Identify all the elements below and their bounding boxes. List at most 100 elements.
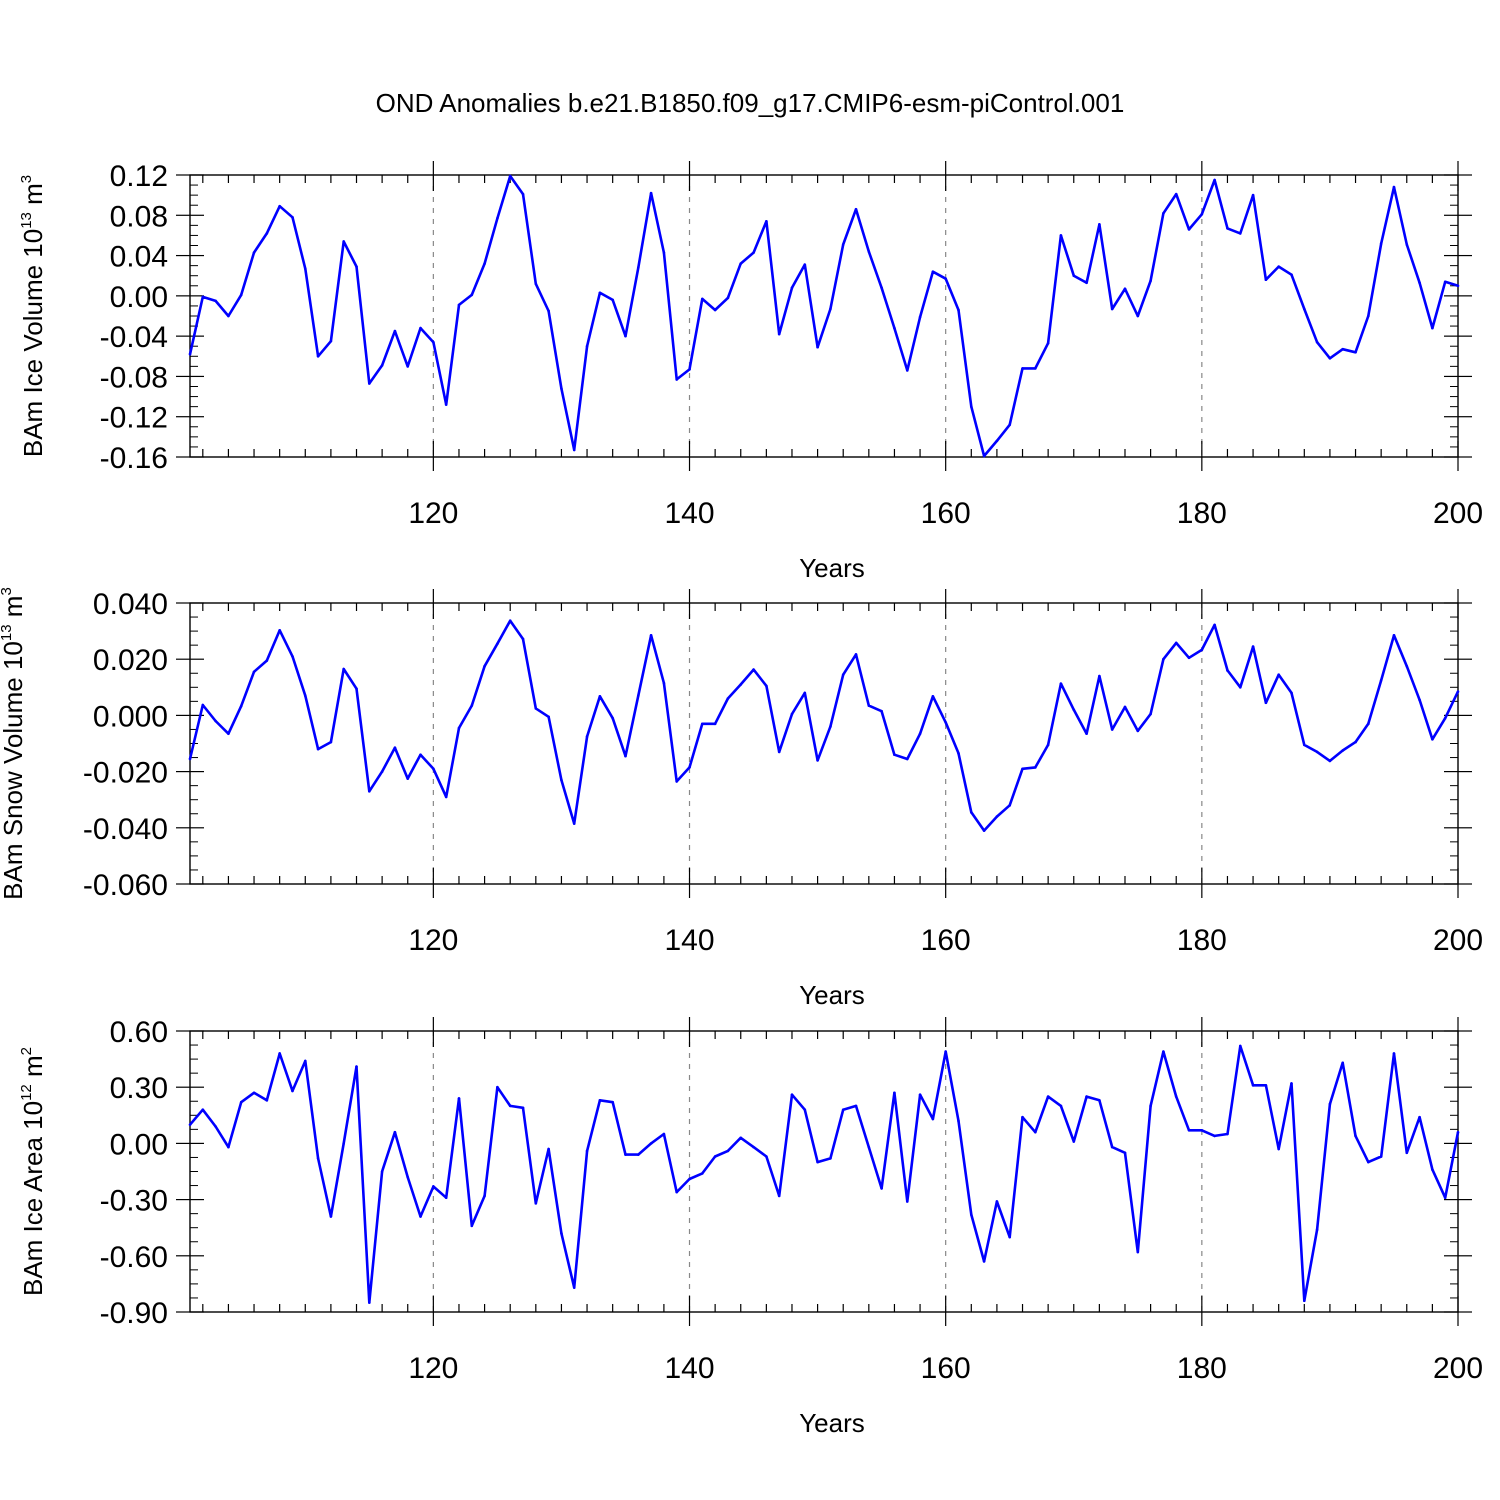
- y-tick-label: 0.020: [93, 644, 168, 677]
- data-point: [342, 1142, 345, 1145]
- data-point: [1200, 212, 1204, 216]
- data-point: [201, 295, 205, 299]
- data-point: [572, 448, 576, 452]
- data-point: [931, 1117, 935, 1121]
- data-point: [329, 740, 333, 744]
- data-point: [393, 1130, 397, 1134]
- data-point: [265, 1099, 269, 1102]
- data-point: [303, 1059, 307, 1063]
- data-point: [675, 780, 679, 783]
- data-point: [893, 753, 896, 757]
- data-point: [1290, 1082, 1293, 1085]
- panel-1: -0.16 -0.12 -0.08 -0.04 0.00 0.04 0.08 0.12 120 1…: [18, 160, 1483, 583]
- data-point: [790, 286, 794, 290]
- data-point: [393, 746, 397, 750]
- data-point: [521, 1106, 525, 1110]
- data-point: [329, 339, 333, 343]
- data-point: [1238, 232, 1242, 235]
- data-point: [560, 778, 563, 782]
- data-point: [342, 240, 345, 243]
- data-point: [547, 1147, 550, 1151]
- data-point: [1021, 767, 1024, 771]
- data-point: [675, 1190, 679, 1194]
- data-point: [944, 721, 947, 724]
- data-point: [931, 694, 935, 698]
- x-tick-label: 160: [921, 497, 971, 530]
- data-point: [1059, 234, 1063, 237]
- data-point: [1046, 1095, 1050, 1098]
- x-tick-label: 160: [921, 1352, 971, 1385]
- data-point: [611, 298, 614, 302]
- data-point: [1200, 648, 1204, 652]
- data-point: [1431, 737, 1434, 741]
- data-point: [649, 1142, 653, 1145]
- data-point: [1046, 743, 1050, 747]
- data-point: [278, 1052, 281, 1055]
- data-point: [1392, 634, 1396, 637]
- data-point: [419, 1215, 422, 1218]
- data-point: [1098, 223, 1101, 226]
- data-point: [355, 265, 358, 268]
- data-point: [432, 767, 435, 771]
- data-point: [585, 735, 589, 738]
- data-point: [355, 687, 358, 691]
- data-point: [790, 1093, 794, 1096]
- data-point: [867, 704, 871, 707]
- data-point: [598, 694, 602, 698]
- data-point: [1418, 1115, 1421, 1119]
- data-point: [201, 1108, 205, 1111]
- data-point: [1136, 1250, 1140, 1254]
- data-point: [547, 715, 550, 719]
- data-point: [1277, 1147, 1280, 1151]
- data-point: [1392, 1052, 1396, 1055]
- data-point: [1174, 1095, 1178, 1098]
- data-point: [867, 250, 871, 253]
- data-point: [1328, 759, 1332, 763]
- data-point: [316, 1157, 320, 1160]
- y-tick-label: -0.040: [83, 813, 168, 846]
- data-point: [841, 243, 845, 246]
- data-point: [752, 668, 755, 671]
- data-point: [1238, 1044, 1242, 1048]
- data-point: [611, 716, 614, 720]
- y-tick-label: 0.00: [110, 281, 168, 314]
- data-point: [214, 299, 217, 303]
- data-point: [1456, 690, 1460, 693]
- data-point: [1162, 657, 1165, 661]
- data-point: [969, 811, 973, 814]
- data-point: [1379, 1155, 1383, 1158]
- data-point: [1405, 1151, 1409, 1155]
- data-point: [1213, 178, 1216, 182]
- series-line: [188, 174, 1459, 458]
- y-tick-label: -0.60: [100, 1241, 168, 1274]
- data-point: [739, 683, 743, 686]
- data-point: [239, 704, 243, 708]
- data-point: [931, 270, 935, 273]
- data-point: [419, 753, 422, 757]
- data-point: [854, 653, 858, 656]
- data-point: [803, 263, 807, 266]
- data-point: [688, 368, 691, 371]
- data-point: [1290, 273, 1293, 277]
- y-axis-label: BAm Ice Volume 1013 m3: [18, 175, 48, 457]
- data-point: [1085, 732, 1088, 735]
- data-point: [227, 314, 230, 318]
- data-point: [739, 1136, 743, 1140]
- data-point: [1315, 340, 1319, 344]
- data-point: [201, 703, 205, 707]
- data-point: [1418, 698, 1421, 702]
- data-point: [1379, 242, 1383, 245]
- data-point: [739, 262, 743, 265]
- data-point: [1136, 314, 1140, 318]
- data-point: [1303, 307, 1306, 311]
- data-point: [521, 192, 525, 196]
- data-point: [829, 1157, 832, 1160]
- data-point: [457, 1097, 461, 1100]
- data-point: [1264, 701, 1268, 705]
- data-point: [1443, 1196, 1447, 1200]
- data-point: [636, 694, 640, 698]
- data-point: [368, 789, 371, 793]
- data-point: [316, 354, 320, 358]
- data-point: [1341, 347, 1345, 351]
